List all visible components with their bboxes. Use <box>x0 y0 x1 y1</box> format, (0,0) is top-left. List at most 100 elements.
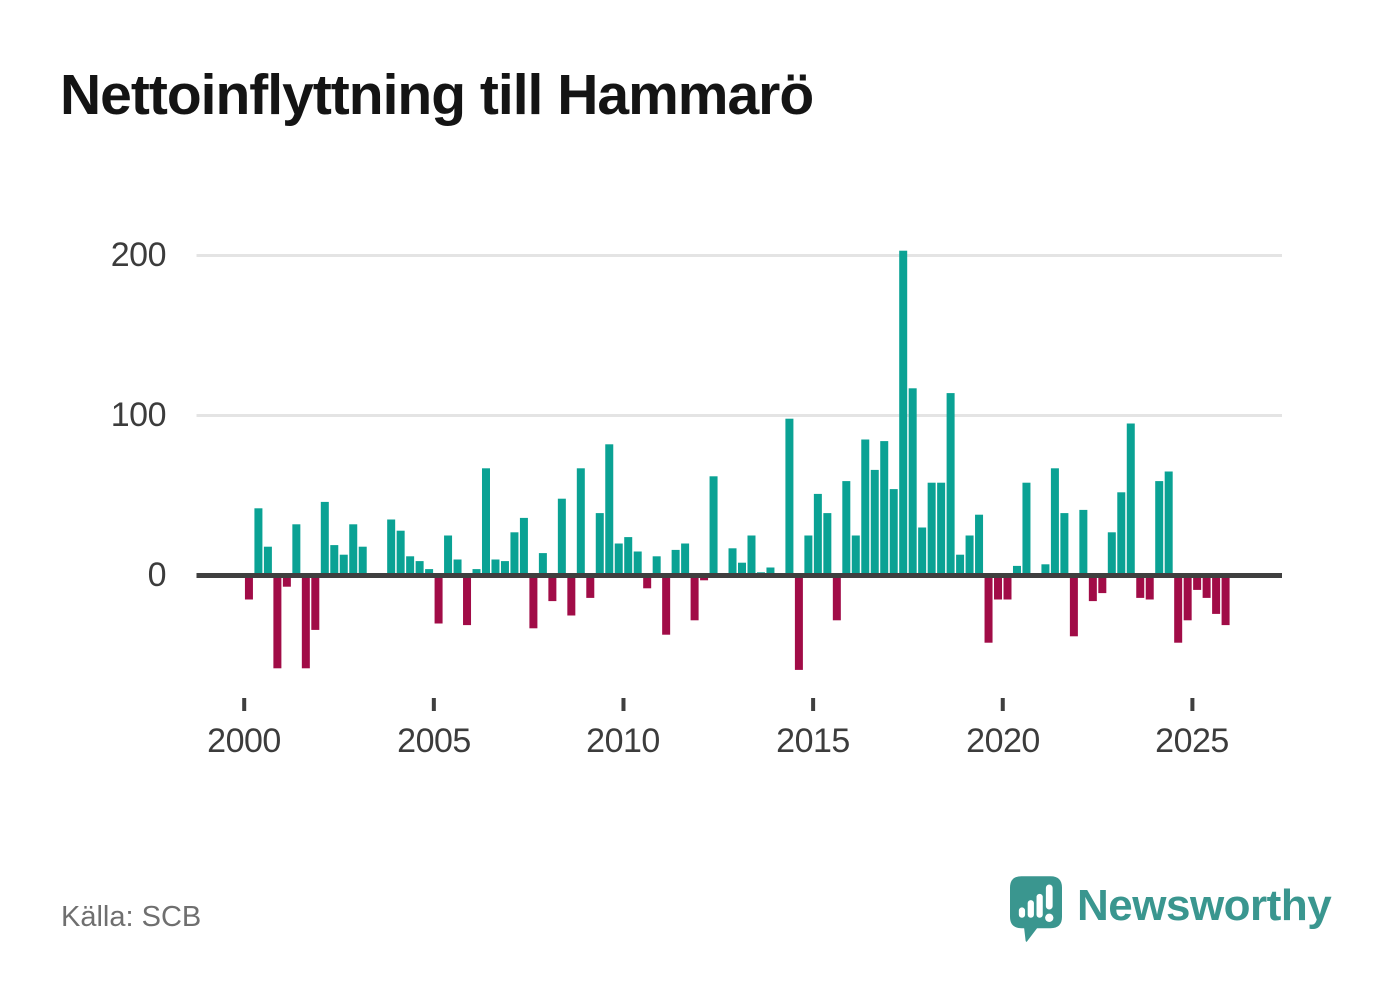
bar-quarter-10 <box>339 554 348 576</box>
bar-quarter-87 <box>1069 575 1078 637</box>
newsworthy-logo-icon <box>1010 876 1062 942</box>
page-title: Nettoinflyttning till Hammarö <box>60 63 814 127</box>
bar-quarter-91 <box>1107 532 1116 576</box>
bar-quarter-64 <box>851 535 860 576</box>
bar-quarter-51 <box>728 548 737 576</box>
bar-quarter-88 <box>1079 509 1088 576</box>
bar-quarter-15 <box>387 519 396 576</box>
bar-quarter-97 <box>1164 471 1173 576</box>
newsworthy-logo-link[interactable]: Newsworthy <box>1010 876 1340 956</box>
source-credit: Källa: SCB <box>61 901 202 933</box>
bar-quarter-31 <box>538 553 547 576</box>
bar-quarter-93 <box>1126 423 1135 576</box>
bar-quarter-94 <box>1136 575 1145 598</box>
bar-quarter-42 <box>643 575 652 589</box>
bar-quarter-49 <box>709 476 718 576</box>
bar-quarter-67 <box>880 441 889 576</box>
bar-quarter-92 <box>1117 492 1126 576</box>
gridlines <box>196 254 1282 417</box>
bar-quarter-6 <box>301 575 310 669</box>
bar-quarter-47 <box>690 575 699 621</box>
y-axis-label-200: 200 <box>110 236 167 274</box>
bar-quarter-96 <box>1155 481 1164 576</box>
x-tick-2025 <box>1190 698 1195 711</box>
bar-quarter-1 <box>254 508 263 576</box>
bar-quarter-27 <box>500 561 509 576</box>
bar-quarter-26 <box>491 559 500 576</box>
bar-quarter-29 <box>519 517 528 576</box>
bar-quarter-7 <box>311 575 320 630</box>
bar-quarter-57 <box>785 418 794 576</box>
bar-quarter-9 <box>330 545 339 576</box>
bar-quarter-65 <box>861 439 870 576</box>
bar-quarter-79 <box>994 575 1003 600</box>
bar-quarter-0 <box>244 575 253 600</box>
x-axis-label-2020: 2020 <box>966 722 1040 760</box>
bar-quarter-72 <box>927 482 936 576</box>
bar-quarter-85 <box>1050 468 1059 576</box>
bar-quarter-74 <box>946 393 955 576</box>
bar-quarter-28 <box>510 532 519 576</box>
bar-quarter-95 <box>1145 575 1154 600</box>
x-axis-label-2000: 2000 <box>207 722 281 760</box>
gridline-100 <box>196 414 1282 417</box>
bar-quarter-41 <box>633 551 642 576</box>
bar-quarter-39 <box>614 543 623 576</box>
bar-quarter-16 <box>396 530 405 576</box>
bar-quarter-62 <box>832 575 841 621</box>
bar-quarter-46 <box>681 543 690 576</box>
bar-quarter-34 <box>567 575 576 616</box>
y-axis-label-0: 0 <box>147 556 167 594</box>
bar-quarter-78 <box>984 575 993 643</box>
bar-quarter-73 <box>937 482 946 576</box>
bar-quarter-11 <box>349 524 358 576</box>
bar-quarter-52 <box>738 562 746 576</box>
bar-quarter-25 <box>481 468 490 576</box>
bar-quarter-18 <box>415 561 424 576</box>
bar-quarter-19 <box>425 569 434 576</box>
bar-quarter-77 <box>975 514 984 576</box>
bar-quarter-20 <box>434 575 443 624</box>
bar-quarter-89 <box>1088 575 1097 602</box>
bar-quarter-90 <box>1098 575 1107 594</box>
bar-quarter-84 <box>1041 564 1050 576</box>
bar-quarter-45 <box>671 549 680 576</box>
bar-quarter-80 <box>1003 575 1012 600</box>
bar-quarter-59 <box>804 535 813 576</box>
bar-quarter-81 <box>1012 565 1021 576</box>
bar-quarter-8 <box>320 501 329 576</box>
bar-quarter-12 <box>358 546 367 576</box>
bar-quarter-76 <box>965 535 974 576</box>
bar-quarter-44 <box>662 575 671 635</box>
bar-quarter-98 <box>1174 575 1183 643</box>
bar-quarter-30 <box>529 575 538 629</box>
bar-quarter-75 <box>956 554 965 576</box>
bar-quarter-68 <box>889 489 898 576</box>
bar-quarter-86 <box>1060 513 1069 576</box>
bar-quarter-61 <box>823 513 832 576</box>
bar-quarter-103 <box>1221 575 1230 626</box>
x-tick-2005 <box>431 698 436 711</box>
bar-quarter-100 <box>1193 575 1202 590</box>
bar-quarter-3 <box>273 575 282 669</box>
bar-quarter-101 <box>1202 575 1211 598</box>
bar-quarter-24 <box>472 569 481 576</box>
bar-quarter-82 <box>1022 482 1031 576</box>
bar-quarter-2 <box>263 546 272 576</box>
bar-quarter-35 <box>576 468 585 576</box>
bar-quarter-53 <box>747 535 756 576</box>
bar-quarter-5 <box>292 524 301 576</box>
bar-quarter-38 <box>605 444 614 576</box>
x-tick-2015 <box>811 698 816 711</box>
x-axis-label-2010: 2010 <box>586 722 660 760</box>
bar-quarter-40 <box>624 537 633 576</box>
bar-quarter-60 <box>813 493 822 576</box>
bar-quarter-36 <box>586 575 595 598</box>
bar-quarter-102 <box>1212 575 1221 614</box>
bar-quarter-4 <box>282 575 291 587</box>
bar-quarter-17 <box>406 556 415 576</box>
bar-quarter-21 <box>444 535 453 576</box>
bar-quarter-22 <box>453 559 462 576</box>
